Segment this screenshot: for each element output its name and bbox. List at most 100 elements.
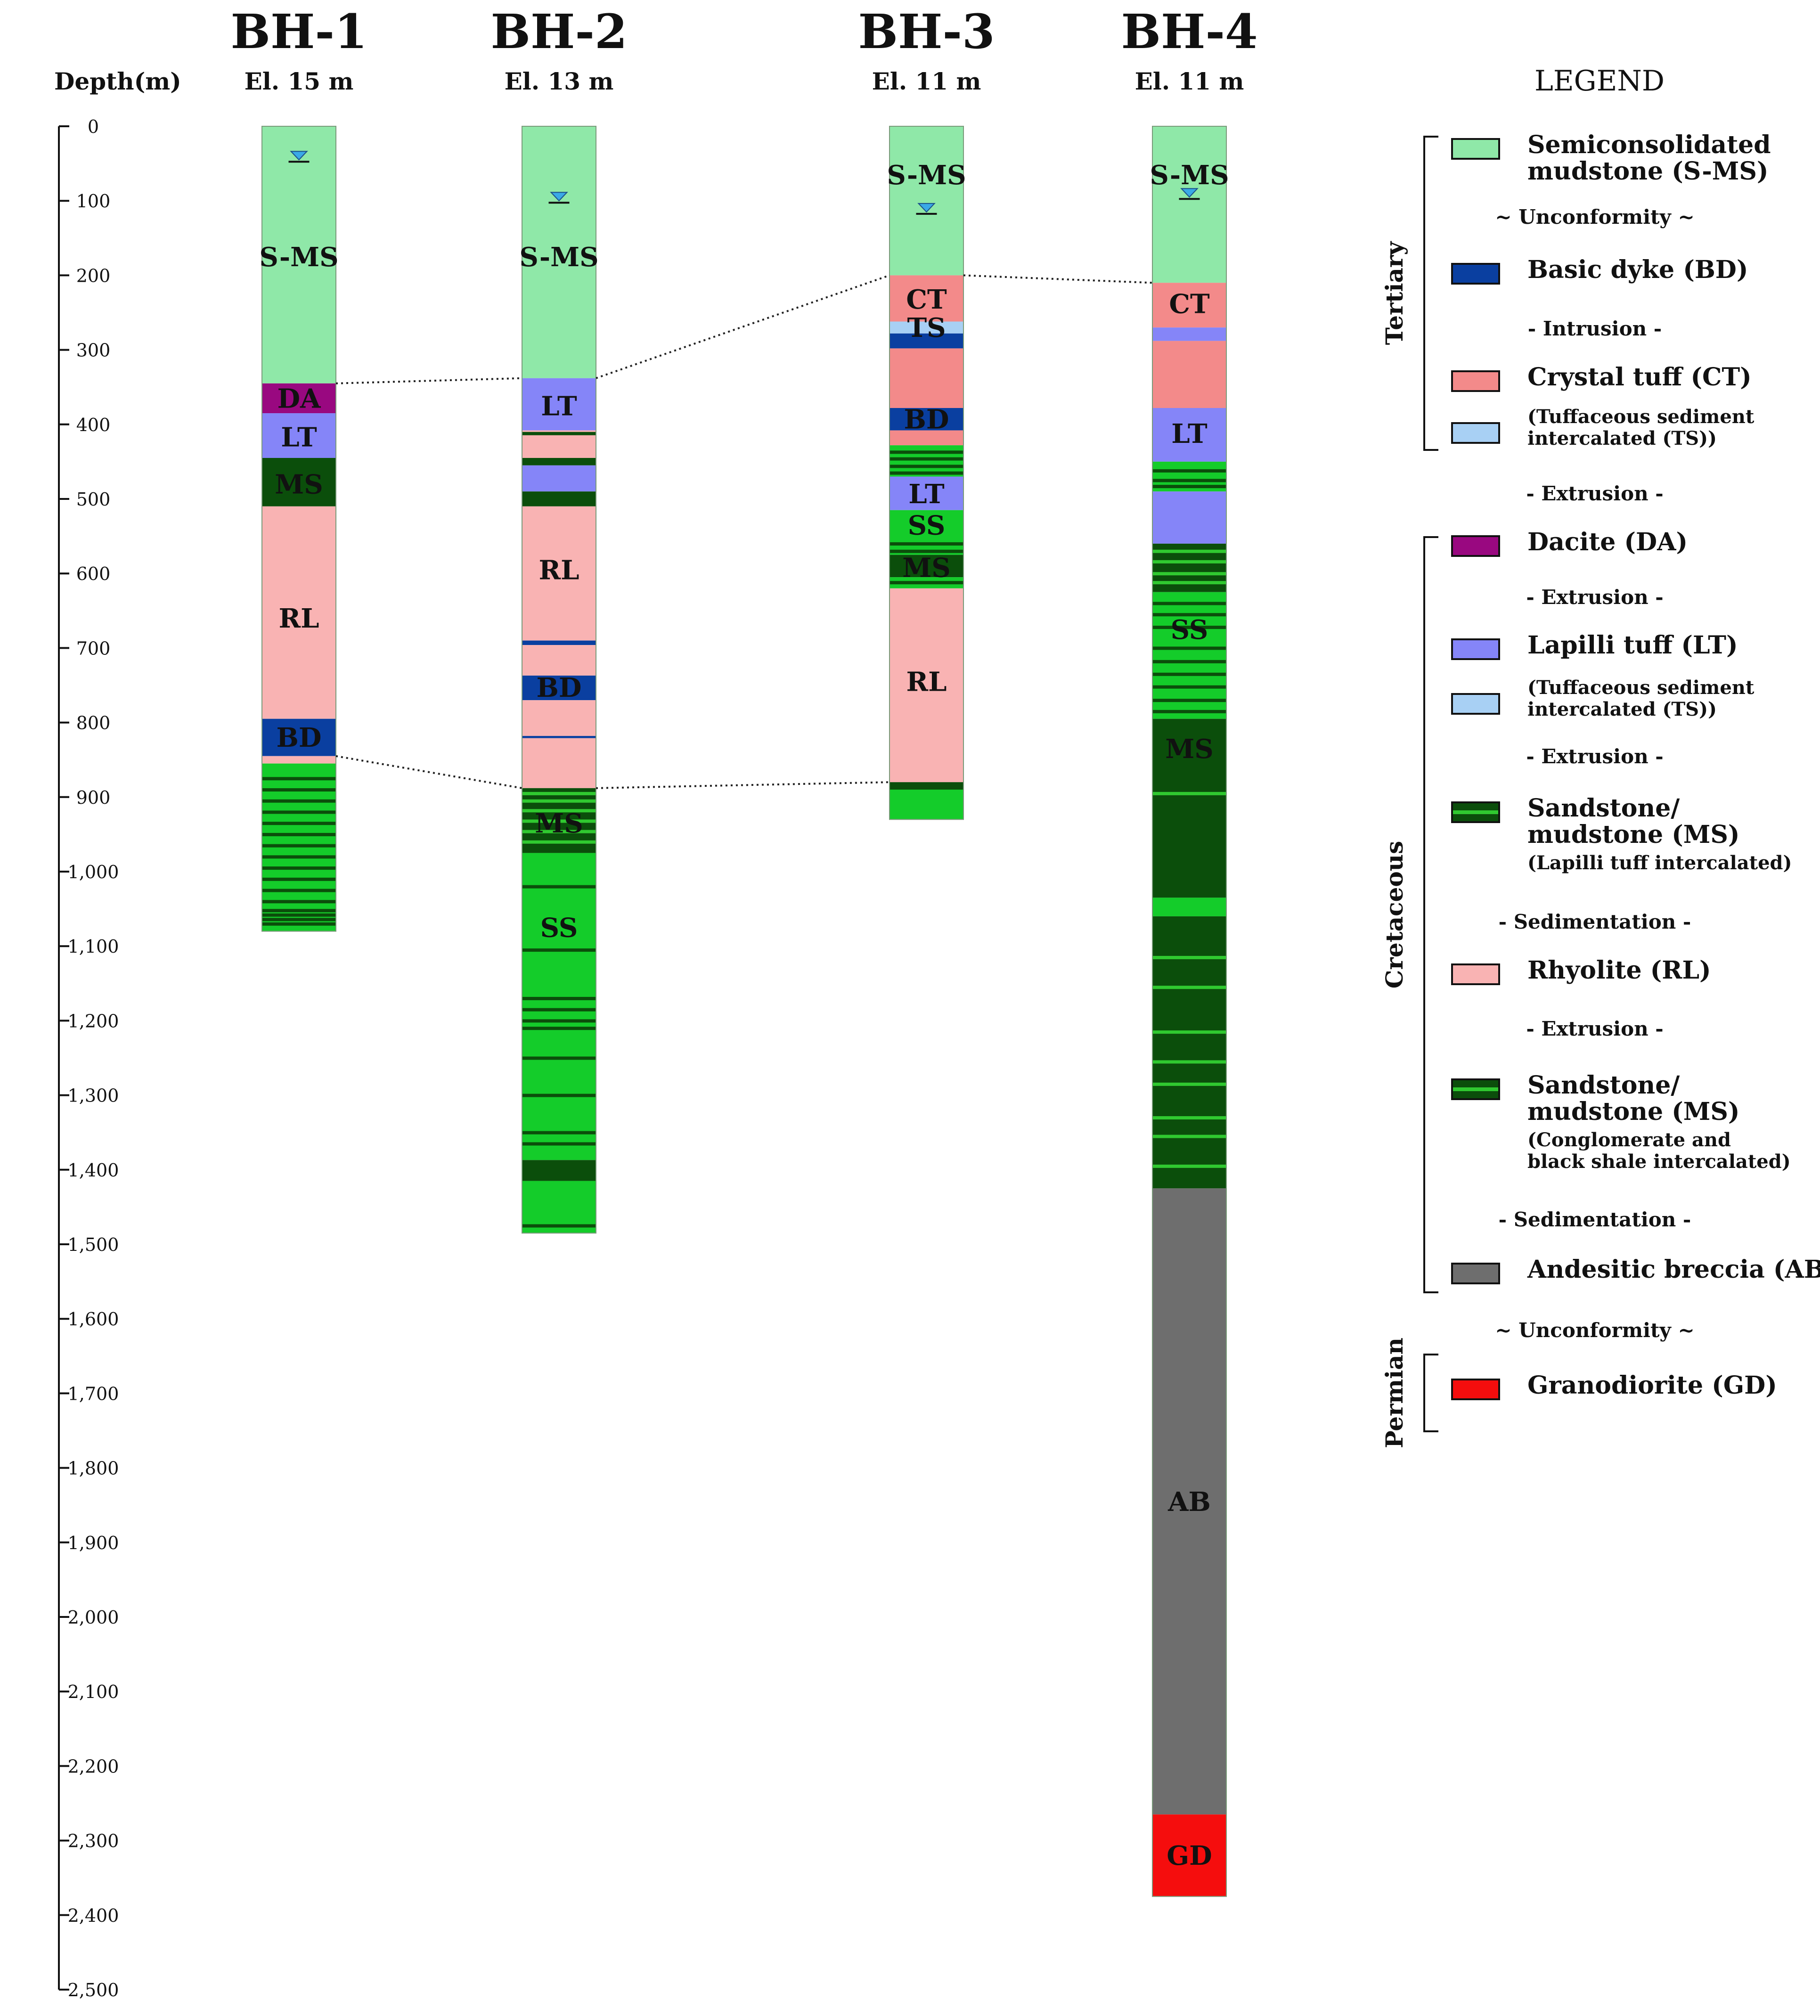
- legend-item-note: (Conglomerate and: [1527, 1129, 1731, 1151]
- depth-tick-label: 2,200: [68, 1756, 119, 1777]
- legend-swatch-gd: [1451, 1379, 1500, 1400]
- layer-ss: [890, 445, 963, 477]
- layer-label: BD: [537, 672, 582, 703]
- layer-gd: [1152, 1814, 1226, 1897]
- depth-tick-label: 300: [76, 340, 111, 361]
- layer-label: CT: [1169, 289, 1210, 320]
- interbed-light-line: [1152, 1030, 1226, 1034]
- borehole-outline: [889, 126, 964, 820]
- interbed-dark-line: [1152, 660, 1226, 663]
- depth-tick-label: 2,400: [68, 1905, 119, 1926]
- layer-label: LT: [1171, 418, 1208, 449]
- depth-tick-label: 500: [76, 489, 111, 510]
- interbed-light-line: [522, 799, 596, 803]
- layer-lt: [1152, 408, 1226, 462]
- interbed-light-line: [1152, 955, 1226, 959]
- legend-group-label: Tertiary: [1380, 241, 1408, 345]
- correlation-lines: [335, 274, 1153, 789]
- layer-lt: [1152, 327, 1226, 341]
- layer-ms: [522, 457, 596, 465]
- interbed-dark-line: [522, 432, 596, 435]
- layer-label: RL: [539, 555, 579, 586]
- borehole-outline: [1152, 126, 1227, 1897]
- legend-item-note: black shale intercalated): [1527, 1151, 1791, 1173]
- interbed-dark-line: [262, 855, 336, 859]
- legend-swatch-da: [1451, 535, 1500, 557]
- correlation-line: [596, 781, 890, 789]
- borehole-outline: [522, 126, 596, 1234]
- water-level-icon: [550, 192, 568, 202]
- correlation-line: [335, 755, 522, 789]
- interbed-dark-line: [890, 471, 963, 475]
- water-level-icon: [290, 151, 308, 161]
- legend-item-label: Crystal tuff (CT): [1527, 363, 1752, 392]
- layer-label: AB: [1167, 1486, 1211, 1518]
- correlation-line: [596, 274, 890, 379]
- borehole-title: BH-3: [858, 4, 995, 59]
- interbed-dark-line: [522, 1056, 596, 1060]
- layer-lt: [522, 465, 596, 492]
- interbed-dark-line: [890, 581, 963, 585]
- legend-item-note: (Lapilli tuff intercalated): [1527, 852, 1792, 874]
- interbed-dark-line: [522, 1027, 596, 1030]
- legend-item-label: Sandstone/: [1527, 794, 1680, 823]
- interbed-light-line: [522, 840, 596, 844]
- layer-label: LT: [281, 422, 317, 453]
- interbed-light-line: [1152, 1060, 1226, 1064]
- interbed-light-line: [1152, 1135, 1226, 1138]
- interbed-dark-line: [522, 1094, 596, 1097]
- interbed-dark-line: [262, 810, 336, 814]
- depth-tick-label: 200: [76, 265, 111, 286]
- interbed-dark-line: [522, 948, 596, 952]
- legend-item-label: Basic dyke (BD): [1527, 255, 1748, 284]
- interbed-dark-line: [522, 794, 596, 798]
- interbed-dark-line: [262, 822, 336, 825]
- layer-ct: [890, 430, 963, 446]
- interbed-dark-line: [522, 804, 596, 808]
- layer-label: MS: [535, 808, 583, 839]
- layer-bd: [262, 718, 336, 756]
- depth-tick-label: 1,700: [68, 1383, 119, 1404]
- interbed-light-line: [522, 830, 596, 833]
- legend-separator: ~ Unconformity ~: [1495, 1319, 1694, 1342]
- layer-ms: [522, 491, 596, 506]
- legend-group-bracket: [1423, 536, 1438, 1293]
- legend-item-note: (Tuffaceous sediment: [1527, 677, 1755, 699]
- depth-tick-label: 1,100: [68, 936, 119, 957]
- interbed-dark-line: [262, 877, 336, 881]
- legend-item-label: mudstone (MS): [1527, 820, 1739, 849]
- interbed-dark-line: [522, 996, 596, 1000]
- layer-da: [262, 383, 336, 414]
- layer-rl: [522, 700, 596, 736]
- interbed-dark-line: [522, 1142, 596, 1146]
- interbed-dark-line: [262, 913, 336, 917]
- legend-separator: - Sedimentation -: [1499, 1208, 1691, 1231]
- depth-tick-label: 2,100: [68, 1681, 119, 1702]
- interbed-light-line: [1152, 1116, 1226, 1120]
- legend-item-note: intercalated (TS)): [1527, 427, 1717, 449]
- layer-s-ms: [262, 126, 336, 384]
- layer-ct: [890, 275, 963, 322]
- interbed-dark-line: [890, 465, 963, 468]
- interbed-light-line: [1152, 1082, 1226, 1086]
- legend-item-label: Granodiorite (GD): [1527, 1371, 1777, 1400]
- layer-s-ms: [1152, 126, 1226, 283]
- legend-group-label: Permian: [1380, 1338, 1408, 1448]
- interbed-dark-line: [1152, 479, 1226, 482]
- layer-label: DA: [277, 383, 321, 414]
- layer-s-ms: [522, 126, 596, 378]
- layer-rl: [522, 506, 596, 641]
- legend-separator: - Extrusion -: [1526, 482, 1663, 505]
- depth-tick-label: 400: [76, 415, 111, 435]
- layer-lt: [890, 476, 963, 510]
- layer-lt: [262, 413, 336, 458]
- layer-ss: [890, 510, 963, 555]
- interbed-dark-line: [1152, 602, 1226, 605]
- interbed-dark-line: [890, 450, 963, 454]
- layer-ss: [890, 789, 963, 820]
- legend-group-bracket: [1423, 1354, 1438, 1432]
- interbed-dark-line: [890, 457, 963, 461]
- layer-label: SS: [908, 510, 946, 541]
- interbed-light-line: [522, 792, 596, 795]
